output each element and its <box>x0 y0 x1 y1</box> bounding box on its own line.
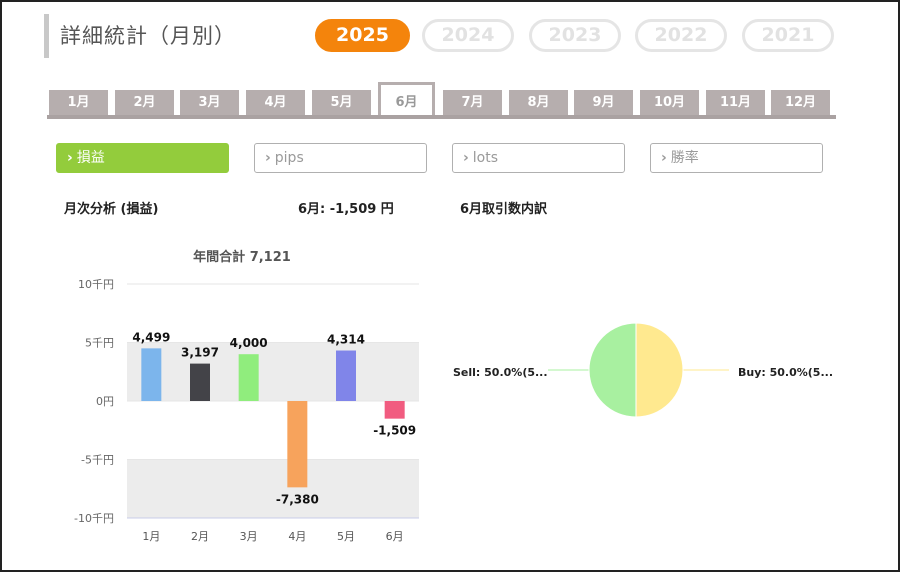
tab-month-6[interactable]: 6月 <box>378 82 435 119</box>
tab-month-12[interactable]: 12月 <box>771 90 830 115</box>
bar <box>141 348 162 401</box>
data-label: -7,380 <box>276 492 319 506</box>
data-label: -1,509 <box>373 424 416 438</box>
tab-month-2[interactable]: 2月 <box>115 90 174 115</box>
page-title: 詳細統計（月別） <box>60 24 236 48</box>
current-month-profit: 6月: -1,509 円 <box>298 202 394 217</box>
bar <box>287 401 308 488</box>
x-tick-label: 6月 <box>386 530 404 543</box>
filter-label: 勝率 <box>670 150 699 166</box>
filter-label: lots <box>472 150 499 166</box>
bar <box>384 401 405 419</box>
plot-band <box>127 342 419 401</box>
filter-pips-button[interactable]: › pips <box>254 143 427 173</box>
year-button-2024[interactable]: 2024 <box>422 19 514 52</box>
data-label: 4,000 <box>230 336 268 350</box>
y-tick-label: 0円 <box>96 395 114 408</box>
filter-label: 損益 <box>76 150 105 166</box>
y-tick-label: 5千円 <box>85 337 114 350</box>
trades-breakdown-heading: 6月取引数内訳 <box>460 202 548 217</box>
tab-month-5[interactable]: 5月 <box>312 90 371 115</box>
tab-month-7[interactable]: 7月 <box>443 90 502 115</box>
y-tick-label: -10千円 <box>74 512 114 525</box>
bar <box>336 350 356 401</box>
year-button-2021[interactable]: 2021 <box>742 19 834 52</box>
tab-month-3[interactable]: 3月 <box>180 90 239 115</box>
bar <box>190 363 210 401</box>
y-tick-label: -5千円 <box>81 454 114 467</box>
tab-month-10[interactable]: 10月 <box>640 90 699 115</box>
tabs-underline <box>47 115 836 119</box>
x-tick-label: 3月 <box>240 530 258 543</box>
year-button-2022[interactable]: 2022 <box>635 19 727 52</box>
filter-label: pips <box>274 150 304 166</box>
x-tick-label: 2月 <box>191 530 209 543</box>
filter-winrate-button[interactable]: › 勝率 <box>650 143 823 173</box>
monthly-analysis-heading: 月次分析 (損益) <box>64 202 159 217</box>
data-label: 4,314 <box>327 333 365 347</box>
tab-month-8[interactable]: 8月 <box>509 90 568 115</box>
chevron-right-icon: › <box>661 150 667 166</box>
chart-title: 年間合計 7,121 <box>193 250 291 265</box>
tab-month-11[interactable]: 11月 <box>706 90 765 115</box>
x-tick-label: 1月 <box>142 530 160 543</box>
data-label: 4,499 <box>132 330 170 344</box>
chevron-right-icon: › <box>265 150 271 166</box>
y-tick-label: 10千円 <box>78 278 114 291</box>
data-label: 3,197 <box>181 346 219 360</box>
plot-band <box>127 459 419 518</box>
tab-month-1[interactable]: 1月 <box>49 90 108 115</box>
tab-month-4[interactable]: 4月 <box>246 90 305 115</box>
filter-profit-button[interactable]: › 損益 <box>56 143 229 173</box>
x-tick-label: 4月 <box>288 530 306 543</box>
x-tick-label: 5月 <box>337 530 355 543</box>
chevron-right-icon: › <box>67 150 73 166</box>
pie-label-sell: Sell: 50.0%(5... <box>453 366 548 379</box>
year-button-2025[interactable]: 2025 <box>315 19 410 52</box>
chevron-right-icon: › <box>463 150 469 166</box>
pie-label-buy: Buy: 50.0%(5... <box>738 366 833 379</box>
filter-lots-button[interactable]: › lots <box>452 143 625 173</box>
title-accent-bar <box>44 14 49 58</box>
tab-month-9[interactable]: 9月 <box>574 90 633 115</box>
year-button-2023[interactable]: 2023 <box>529 19 621 52</box>
bar <box>238 354 259 401</box>
